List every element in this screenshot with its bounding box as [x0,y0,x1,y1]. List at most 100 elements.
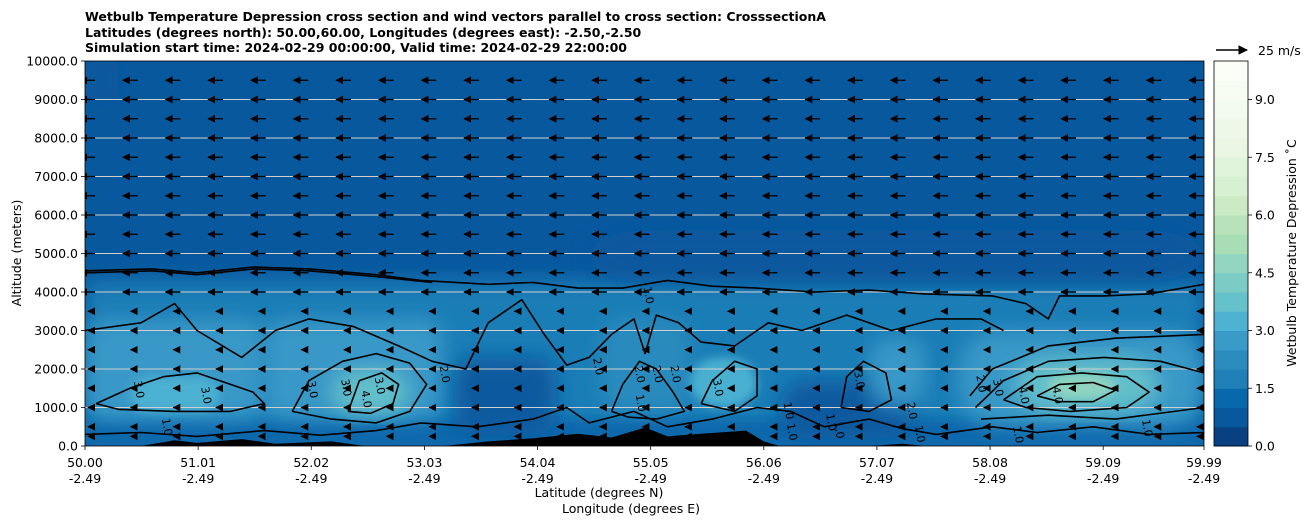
x-axis-ticks: 50.00-2.4951.01-2.4952.02-2.4953.03-2.49… [67,446,1222,486]
field-patch-6 [454,357,556,435]
contour-label: 3.0 [305,380,321,399]
x-tick-label-lat: 52.02 [293,455,329,470]
quiver-key-label: 25 m/s [1258,43,1301,58]
contour-lines [85,266,1204,438]
y-tick-label: 1000.0 [34,400,78,415]
contour-label: 1.0 [912,424,928,443]
y-axis-label: Altitude (meters) [9,200,24,307]
contour-label: 4.0 [1016,386,1032,405]
colorbar-band [1214,61,1248,81]
contour-label: 2.0 [973,374,989,393]
contour-label: 2.0 [437,364,453,383]
field-patch-13 [1048,372,1116,400]
contour-label: 2.0 [667,364,683,383]
x-tick-label-lon: -2.49 [182,471,214,486]
y-tick-label: 9000.0 [34,92,78,107]
contour-label: 1.0 [784,422,800,441]
colorbar-band [1214,195,1248,216]
colorbar-band [1214,369,1248,389]
colorbar-band [1214,138,1248,158]
contour-line-10 [969,333,1204,397]
x-tick-label-lat: 50.00 [67,455,103,470]
terrain-profile [85,427,1204,446]
x-tick-label-lat: 55.05 [633,455,669,470]
x-tick-label-lon: -2.49 [295,471,327,486]
x-tick-label-lon: -2.49 [748,471,780,486]
x-tick-label-lat: 59.09 [1085,455,1121,470]
contour-line-3 [95,372,265,413]
x-tick-label-lat: 56.06 [746,455,782,470]
x-tick-label-lat: 54.04 [520,455,556,470]
contour-label: 1.0 [159,417,175,436]
contour-label: 3.0 [131,380,147,399]
colorbar-band [1214,407,1248,428]
colorbar-label: Wetbulb Temperature Depression ˚C [1284,139,1299,367]
contour-line-12 [1003,372,1150,413]
y-tick-label: 2000.0 [34,362,78,377]
field-patch-10 [869,338,926,408]
colorbar-ticks: 0.0 1.5 3.0 4.5 6.0 7.5 9.0 [1248,92,1275,454]
colorbar-tick-label: 4.5 [1255,265,1275,280]
field-patch-5 [129,376,220,412]
y-tick-label: 4000.0 [34,285,78,300]
colorbar-tick-label: 1.5 [1255,381,1275,396]
contour-line-5 [347,372,400,415]
contour-label: 2.0 [590,357,606,376]
y-tick-label: 7000.0 [34,169,78,184]
contour-line-14 [981,406,1204,420]
x-tick-label-lat: 58.08 [972,455,1008,470]
y-axis-ticks: 0.0 1000.0 2000.0 3000.0 4000.0 5000.0 6000.0 7… [26,54,85,454]
contour-label: 4.0 [1049,386,1065,405]
colorbar-band [1214,349,1248,370]
colorbar-bands [1214,61,1248,447]
contour-labels: 3.0 3.01.03.0 3.0 3.04.02.0 2.01.02.0 2.0 2.01… [131,285,1155,444]
x-tick-label-lat: 51.01 [180,455,216,470]
chart-title-line-3: Simulation start time: 2024-02-29 00:00:… [85,40,627,55]
colorbar-band [1214,272,1248,293]
contour-line-6 [85,406,1204,438]
title-block: Wetbulb Temperature Depression cross sec… [85,9,826,56]
contour-line-7 [610,360,686,420]
colorbar-tick-label: 6.0 [1255,208,1275,223]
contour-line-0 [85,266,1204,320]
colorbar-band [1214,292,1248,312]
colorbar-tick-label: 7.5 [1255,150,1275,165]
x-tick-label-lon: -2.49 [408,471,440,486]
y-tick-label: 8000.0 [34,131,78,146]
colorbar-tick-label: 3.0 [1255,323,1275,338]
colorbar-band [1214,253,1248,274]
contour-label: 1.0 [831,420,847,439]
field-patch-8 [689,357,758,408]
contour-label: 1.0 [641,285,657,304]
colorbar-band [1214,215,1248,235]
plot-area: 3.0 3.01.03.0 3.0 3.04.02.0 2.01.02.0 2.0 2.01… [85,61,1204,446]
terrain [85,427,1204,446]
colorbar-band [1214,118,1248,139]
quiver-key: 25 m/s [1216,43,1301,58]
contour-label: 1.0 [823,413,839,432]
contour-label: 4.0 [358,389,374,408]
colorbar-tick-label: 9.0 [1255,92,1275,107]
contour-label: 3.0 [990,378,1006,397]
contour-label: 3.0 [198,386,214,405]
contour-label: 2.0 [650,364,666,383]
colorbar-band [1214,388,1248,408]
colorbar-band [1214,157,1248,177]
field-patch-15 [85,61,119,100]
x-tick-label-lon: -2.49 [521,471,553,486]
y-tick-label: 10000.0 [26,54,78,69]
x-tick-label-lon: -2.49 [1087,471,1119,486]
contour-label: 3.0 [851,370,867,389]
colorbar-frame [1213,60,1249,447]
chart-title-line-2: Latitudes (degrees north): 50.00,60.00, … [85,24,642,40]
x-tick-label-lat: 57.07 [859,455,895,470]
x-tick-label-lon: -2.49 [861,471,893,486]
x-tick-label-lon: -2.49 [69,471,101,486]
contour-label: 3.0 [710,378,726,397]
contour-line-8 [700,360,758,413]
wind-vectors [85,76,1204,441]
x-tick-label-lon: -2.49 [1188,471,1220,486]
contour-line-2 [85,298,1004,370]
x-tick-label-lat: 59.99 [1186,455,1222,470]
